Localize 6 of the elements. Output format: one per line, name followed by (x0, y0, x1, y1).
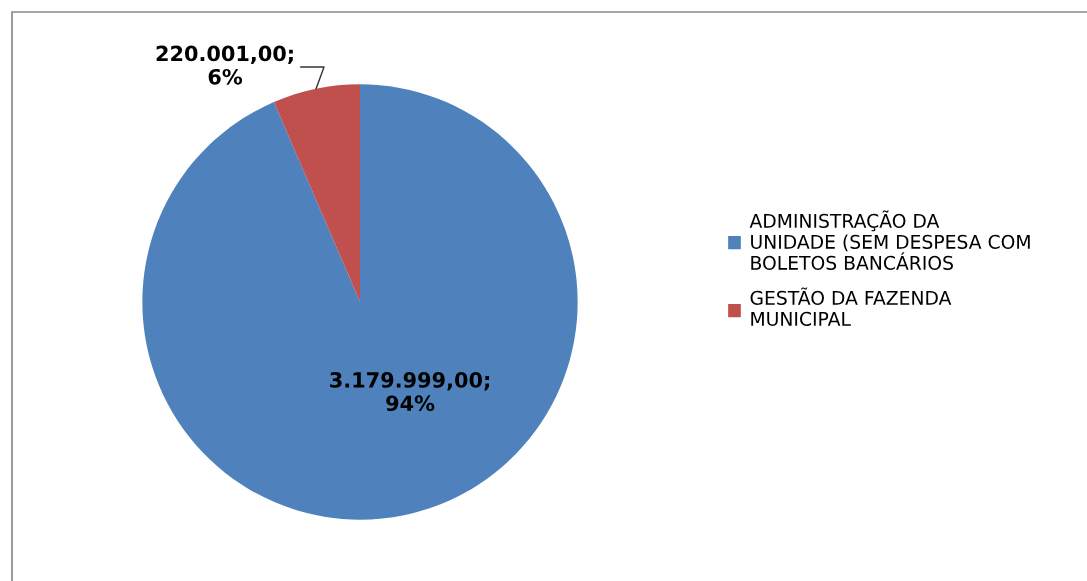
legend-label: ADMINISTRAÇÃO DA UNIDADE (SEM DESPESA COM BOLETOS BANCÁRIOS (749, 210, 1030, 270)
legend-label: GESTÃO DA FAZENDA MUNICIPAL (750, 287, 952, 326)
data-label: 3.179.999,00; 94% (330, 372, 489, 412)
pie-slice (273, 84, 360, 302)
data-label: 220.001,00; 6% (156, 45, 293, 85)
pie-slice (142, 84, 578, 520)
